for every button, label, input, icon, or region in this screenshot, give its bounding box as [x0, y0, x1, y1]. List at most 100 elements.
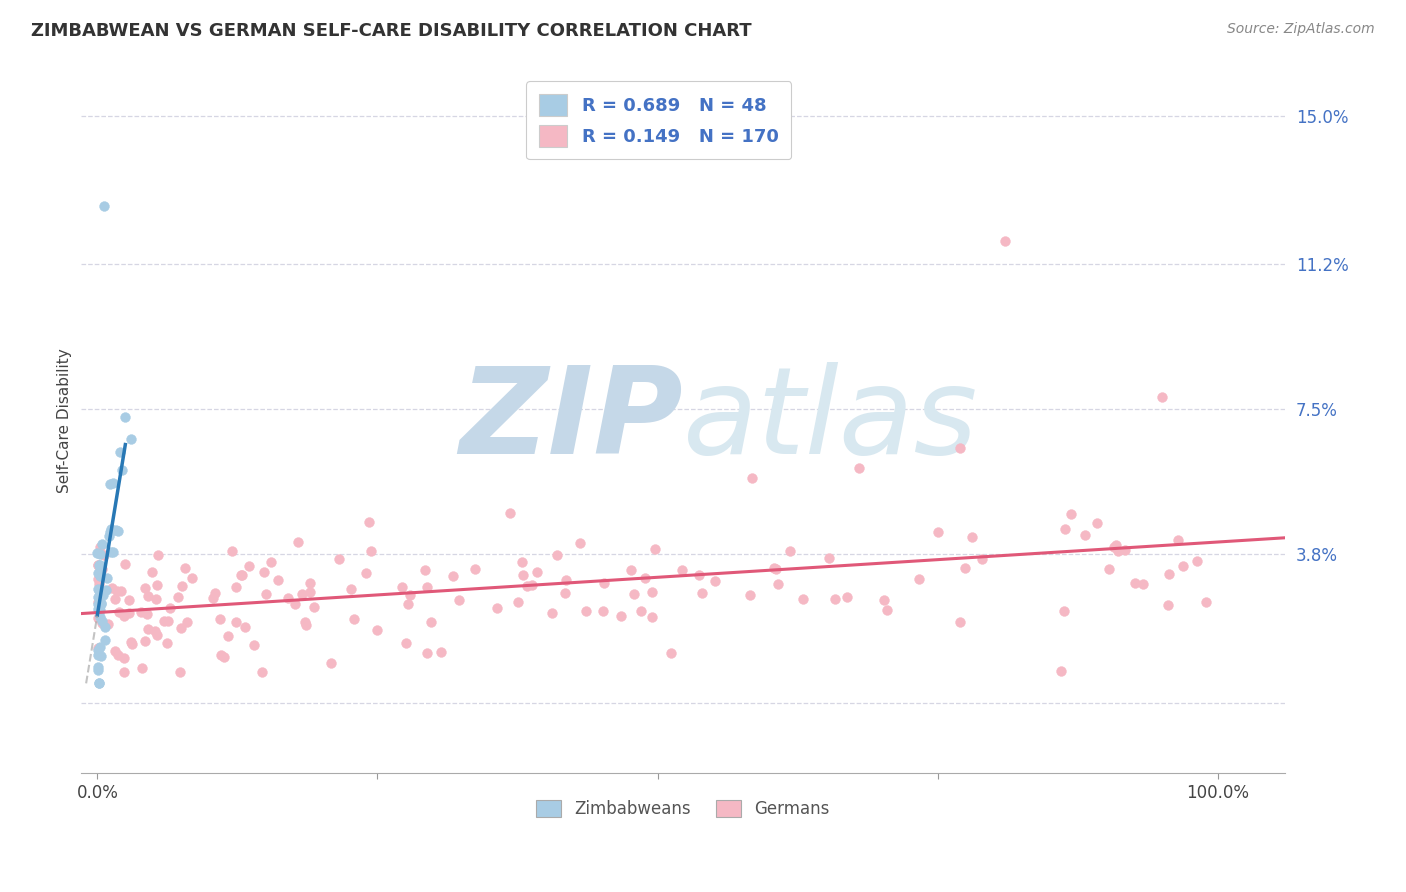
Point	[766, 577, 789, 591]
Point	[104, 644, 127, 658]
Point	[284, 597, 307, 611]
Point	[792, 592, 814, 607]
Point	[94, 633, 117, 648]
Point	[89, 676, 111, 690]
Point	[1132, 576, 1154, 591]
Point	[546, 548, 568, 562]
Point	[508, 595, 530, 609]
Point	[159, 601, 181, 615]
Point	[1053, 522, 1076, 536]
Point	[229, 568, 252, 582]
Point	[1157, 598, 1180, 612]
Point	[89, 610, 111, 624]
Point	[94, 620, 117, 634]
Point	[153, 615, 176, 629]
Point	[89, 558, 111, 573]
Point	[343, 612, 366, 626]
Point	[243, 638, 266, 652]
Point	[238, 558, 260, 573]
Point	[960, 530, 983, 544]
Point	[449, 592, 471, 607]
Point	[876, 603, 898, 617]
Point	[86, 566, 108, 580]
Point	[299, 585, 322, 599]
Point	[121, 636, 143, 650]
Point	[117, 606, 139, 620]
Point	[134, 634, 156, 648]
Point	[111, 463, 134, 477]
Point	[510, 555, 533, 569]
Point	[169, 665, 191, 679]
Point	[89, 558, 111, 572]
Point	[89, 569, 111, 583]
Text: ZIP: ZIP	[458, 362, 683, 480]
Point	[395, 636, 418, 650]
Point	[399, 588, 422, 602]
Point	[87, 572, 110, 586]
Point	[1185, 554, 1208, 568]
Point	[108, 445, 131, 459]
Point	[89, 583, 111, 598]
Point	[93, 616, 115, 631]
Text: Source: ZipAtlas.com: Source: ZipAtlas.com	[1227, 22, 1375, 37]
Point	[181, 571, 204, 585]
Point	[1105, 538, 1128, 552]
Point	[340, 582, 363, 596]
Point	[953, 561, 976, 575]
Point	[120, 635, 142, 649]
Point	[640, 610, 662, 624]
Point	[108, 606, 131, 620]
Point	[592, 604, 614, 618]
Point	[354, 566, 377, 580]
Point	[98, 524, 121, 539]
Point	[225, 580, 247, 594]
Point	[1049, 664, 1071, 678]
Point	[112, 609, 135, 624]
Point	[209, 612, 232, 626]
Point	[641, 585, 664, 599]
Point	[688, 567, 710, 582]
Point	[87, 603, 110, 617]
Point	[89, 540, 111, 554]
Point	[100, 522, 122, 536]
Point	[824, 591, 846, 606]
Point	[554, 586, 576, 600]
Point	[366, 623, 388, 637]
Point	[136, 589, 159, 603]
Point	[91, 562, 114, 576]
Point	[554, 573, 576, 587]
Point	[131, 605, 153, 619]
Point	[143, 624, 166, 638]
Point	[136, 623, 159, 637]
Point	[212, 650, 235, 665]
Point	[145, 578, 167, 592]
Point	[779, 543, 801, 558]
Point	[253, 565, 276, 579]
Point	[98, 529, 121, 543]
Point	[287, 535, 309, 549]
Text: atlas: atlas	[683, 362, 979, 480]
Point	[170, 622, 193, 636]
Point	[112, 665, 135, 679]
Point	[114, 557, 136, 571]
Text: ZIMBABWEAN VS GERMAN SELF-CARE DISABILITY CORRELATION CHART: ZIMBABWEAN VS GERMAN SELF-CARE DISABILIT…	[31, 22, 752, 40]
Point	[225, 615, 247, 629]
Point	[927, 525, 949, 540]
Point	[1098, 562, 1121, 576]
Point	[295, 618, 318, 632]
Point	[1150, 391, 1173, 405]
Point	[131, 661, 153, 675]
Point	[87, 611, 110, 625]
Point	[91, 536, 114, 550]
Point	[96, 582, 118, 597]
Point	[87, 577, 110, 591]
Point	[630, 604, 652, 618]
Point	[908, 572, 931, 586]
Point	[592, 576, 614, 591]
Point	[267, 573, 290, 587]
Point	[93, 198, 115, 212]
Point	[623, 587, 645, 601]
Point	[112, 651, 135, 665]
Point	[1167, 533, 1189, 548]
Point	[1060, 507, 1083, 521]
